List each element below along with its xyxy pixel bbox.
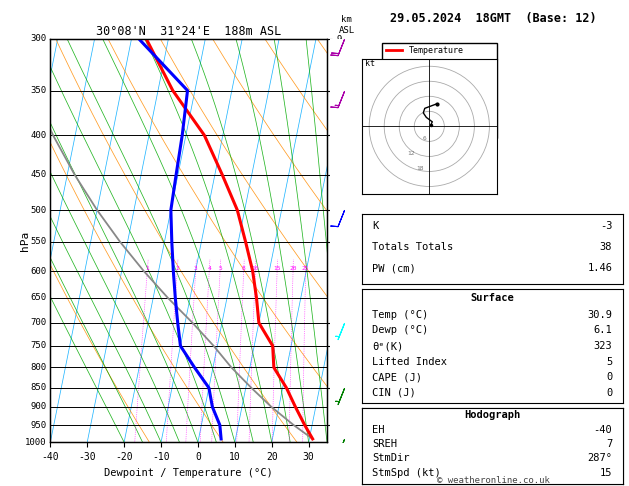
Text: 650: 650 (30, 294, 46, 302)
Text: 25: 25 (302, 266, 309, 271)
Text: hPa: hPa (20, 230, 30, 251)
Text: Pressure (mb): Pressure (mb) (372, 425, 454, 435)
Text: 0: 0 (606, 471, 612, 482)
Text: -40: -40 (594, 425, 612, 435)
Text: 750: 750 (30, 341, 46, 350)
Text: Most Unstable: Most Unstable (452, 411, 533, 420)
Text: K: K (372, 221, 379, 231)
Text: 2: 2 (175, 266, 179, 271)
Text: SREH: SREH (372, 439, 397, 449)
Text: 8: 8 (242, 266, 245, 271)
Text: 29.05.2024  18GMT  (Base: 12): 29.05.2024 18GMT (Base: 12) (391, 12, 597, 25)
Text: 20: 20 (289, 266, 297, 271)
Text: Totals Totals: Totals Totals (372, 242, 454, 252)
Text: 30.9: 30.9 (587, 310, 612, 320)
Text: 1.46: 1.46 (587, 263, 612, 273)
Text: Dewp (°C): Dewp (°C) (372, 325, 428, 335)
Text: 550: 550 (30, 238, 46, 246)
Text: Surface: Surface (470, 293, 514, 303)
Text: θᵉ(K): θᵉ(K) (372, 341, 403, 351)
Text: 1: 1 (145, 266, 149, 271)
Text: Hodograph: Hodograph (464, 411, 520, 420)
Text: © weatheronline.co.uk: © weatheronline.co.uk (437, 475, 550, 485)
Text: Lifted Index: Lifted Index (372, 448, 447, 458)
Text: 800: 800 (30, 363, 46, 372)
Text: 18: 18 (416, 166, 424, 171)
Text: 5: 5 (218, 266, 222, 271)
Text: 900: 900 (30, 402, 46, 412)
Text: 0: 0 (606, 460, 612, 470)
Text: 10: 10 (252, 266, 259, 271)
Text: StmSpd (kt): StmSpd (kt) (372, 468, 441, 478)
Text: CIN (J): CIN (J) (372, 388, 416, 398)
X-axis label: Dewpoint / Temperature (°C): Dewpoint / Temperature (°C) (104, 468, 273, 478)
Text: 323: 323 (594, 436, 612, 447)
Text: StmDir: StmDir (372, 453, 409, 464)
Text: 38: 38 (600, 242, 612, 252)
Text: 287°: 287° (587, 453, 612, 464)
Title: 30°08'N  31°24'E  188m ASL: 30°08'N 31°24'E 188m ASL (96, 25, 281, 38)
Text: CIN (J): CIN (J) (372, 471, 416, 482)
Text: CAPE (J): CAPE (J) (372, 460, 422, 470)
Text: EH: EH (372, 425, 384, 435)
Text: 500: 500 (30, 206, 46, 214)
Text: 323: 323 (594, 341, 612, 351)
Text: -3: -3 (600, 221, 612, 231)
Text: 6: 6 (423, 136, 426, 141)
Text: 5: 5 (606, 357, 612, 366)
Text: Temp (°C): Temp (°C) (372, 310, 428, 320)
Text: 0: 0 (606, 388, 612, 398)
Text: 350: 350 (30, 86, 46, 95)
Text: 3: 3 (194, 266, 198, 271)
Text: 7: 7 (606, 439, 612, 449)
Text: 1000: 1000 (25, 438, 46, 447)
Text: 5: 5 (606, 448, 612, 458)
Text: kt: kt (365, 59, 375, 68)
Text: 12: 12 (408, 151, 415, 156)
Text: PW (cm): PW (cm) (372, 263, 416, 273)
Text: 850: 850 (30, 383, 46, 392)
Text: 450: 450 (30, 170, 46, 179)
Text: 15: 15 (600, 468, 612, 478)
Text: 950: 950 (30, 420, 46, 430)
Text: 0: 0 (606, 372, 612, 382)
Text: CAPE (J): CAPE (J) (372, 372, 422, 382)
Text: θᵉ (K): θᵉ (K) (372, 436, 409, 447)
Text: 600: 600 (30, 267, 46, 276)
Text: 400: 400 (30, 131, 46, 140)
Text: 4: 4 (208, 266, 211, 271)
Text: 700: 700 (30, 318, 46, 327)
Legend: Temperature, Dewpoint, Parcel Trajectory, Dry Adiabat, Wet Adiabat, Isotherm, Mi: Temperature, Dewpoint, Parcel Trajectory… (382, 43, 498, 138)
Text: Lifted Index: Lifted Index (372, 357, 447, 366)
Text: km
ASL: km ASL (338, 16, 355, 35)
Text: 15: 15 (274, 266, 281, 271)
Text: 990: 990 (594, 425, 612, 435)
Text: 6.1: 6.1 (594, 325, 612, 335)
Text: 300: 300 (30, 35, 46, 43)
